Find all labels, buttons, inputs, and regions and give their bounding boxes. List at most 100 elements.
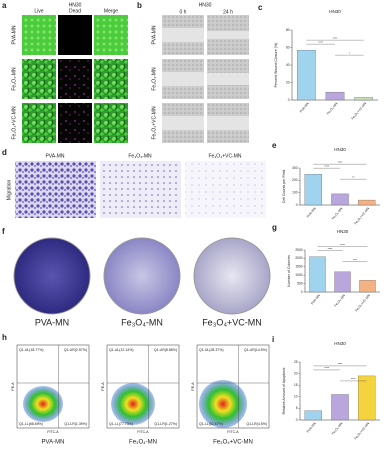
bar <box>357 199 376 206</box>
bar <box>354 97 373 101</box>
x-tick-label: Fe₃O₄-MN <box>333 293 346 307</box>
quadrant-label: Q1-UR(2.57%) <box>64 348 87 352</box>
x-axis-label: FITC-A <box>137 430 149 434</box>
x-tick-label: PVA-MN <box>306 206 317 218</box>
x-tick-label: Fe₃O₄+VC-MN <box>353 206 370 225</box>
dish-label: PVA-MN <box>35 317 69 327</box>
significance-label: **** <box>338 160 344 164</box>
x-tick-label: PVA-MN <box>310 293 321 305</box>
y-tick-label: 80 <box>286 28 290 32</box>
panel-label: b <box>137 1 142 10</box>
row-label: Fe₃O₄+VC-MN <box>11 106 17 139</box>
y-tick-label: 300 <box>292 166 298 170</box>
y-axis-label: PE-A <box>11 382 15 391</box>
significance-label: ** <box>352 175 355 179</box>
bar <box>334 271 351 293</box>
bar <box>325 91 345 101</box>
y-tick-label: 20 <box>294 371 298 375</box>
y-tick-label: 0 <box>301 290 303 294</box>
y-tick-label: 0 <box>296 203 298 207</box>
y-axis-label: Relative Amount of Apoptosis <box>282 367 286 414</box>
row-label: Fe₃O₄-MN <box>151 67 157 91</box>
dish-label: Fe₃O₄-MN <box>121 317 163 327</box>
significance-label: * <box>349 51 351 55</box>
bar <box>304 410 323 421</box>
row-label: PVA-MN <box>11 25 17 44</box>
panel-label: c <box>258 3 263 12</box>
bar <box>297 49 316 101</box>
x-tick-label: Fe₃O₄+VC-MN <box>350 101 367 120</box>
panel-label: e <box>272 141 277 150</box>
significance-label: **** <box>338 362 344 366</box>
column-header: Fe₃O₄-MN <box>128 153 152 159</box>
panel-label: a <box>2 1 7 10</box>
bar <box>359 280 376 293</box>
y-tick-label: 200 <box>292 178 298 182</box>
column-header: Dead <box>69 8 81 14</box>
x-axis-label: FITC-A <box>227 430 239 434</box>
significance-label: **** <box>351 377 357 381</box>
y-axis-label: Cell Counts per Field <box>282 170 286 204</box>
column-header: 0 h <box>180 9 187 15</box>
y-tick-label: 1500 <box>295 265 302 269</box>
y-tick-label: 40 <box>286 63 290 67</box>
quadrant-label: Q1-LR(4.5%) <box>246 422 267 426</box>
significance-label: *** <box>353 258 357 262</box>
chart-title: HN30 <box>334 147 346 152</box>
y-tick-label: 2500 <box>295 248 302 252</box>
quadrant-label: Q1-LL(52.67%) <box>199 422 223 426</box>
panel-title: HN30 <box>199 2 212 8</box>
bar <box>331 394 349 421</box>
x-tick-label: PVA-MN <box>306 421 317 433</box>
quadrant-label: Q1-UL(12.14%) <box>109 348 134 352</box>
significance-label: **** <box>324 366 330 370</box>
row-label: PVA-MN <box>151 25 157 44</box>
y-tick-label: 15 <box>294 383 298 387</box>
y-tick-label: 5 <box>296 406 298 410</box>
significance-label: **** <box>340 243 346 247</box>
x-tick-label: Fe₃O₄-MN <box>331 421 344 435</box>
chart-title: HN30 <box>329 9 341 14</box>
panel-label: f <box>2 227 5 236</box>
quadrant-label: Q1-LR(1.27%) <box>154 422 177 426</box>
cell-cloud <box>111 383 155 425</box>
panel-label: i <box>272 335 274 344</box>
plot-label: Fe₃O₄+VC-MN <box>213 440 253 446</box>
y-tick-label: 60 <box>286 45 290 49</box>
x-tick-label: Fe₃O₄-MN <box>326 101 339 115</box>
quadrant-label: Q1-LR(1.39%) <box>64 422 87 426</box>
panel-label: h <box>2 333 7 342</box>
quadrant-label: Q1-UL(28.37%) <box>199 348 224 352</box>
y-axis-label: PE-A <box>101 382 105 391</box>
colony-dishes <box>13 237 271 315</box>
y-tick-label: 20 <box>286 80 290 84</box>
x-tick-label: Fe₃O₄+VC-MN <box>353 421 370 440</box>
y-tick-label: 500 <box>297 281 303 285</box>
cell-cloud <box>23 386 63 422</box>
y-tick-label: 0 <box>296 418 298 422</box>
plot-label: PVA-MN <box>42 440 65 446</box>
micrographs <box>22 15 128 143</box>
x-tick-label: Fe₃O₄-MN <box>331 206 344 220</box>
bar <box>357 375 376 421</box>
chart-title: HN30 <box>334 341 346 346</box>
y-tick-label: 2000 <box>295 256 302 260</box>
y-axis-label: Percent Wound Closure (%) <box>274 43 278 88</box>
quadrant-label: Q1-LL(68.69%) <box>19 422 43 426</box>
row-label: Fe₃O₄-MN <box>11 67 17 91</box>
x-tick-label: Fe₃O₄+VC-MN <box>354 293 371 312</box>
bar <box>309 256 326 293</box>
y-tick-label: 10 <box>294 395 298 399</box>
y-axis-label: Number of Colonies <box>287 255 291 287</box>
dish-label: Fe₃O₄+VC-MN <box>202 317 262 327</box>
quadrant-label: Q1-UL(18.77%) <box>19 348 44 352</box>
y-tick-label: 0 <box>288 98 290 102</box>
quadrant-label: Q1-LL(77.73%) <box>109 422 133 426</box>
row-label: Fe₃O₄+VC-MN <box>151 106 157 139</box>
plot-label: Fe₃O₄-MN <box>129 440 157 446</box>
y-axis-label: PE-A <box>191 382 195 391</box>
panel-title: HN30 <box>69 2 82 8</box>
bar <box>304 174 323 206</box>
x-axis-label: FITC-A <box>47 430 59 434</box>
